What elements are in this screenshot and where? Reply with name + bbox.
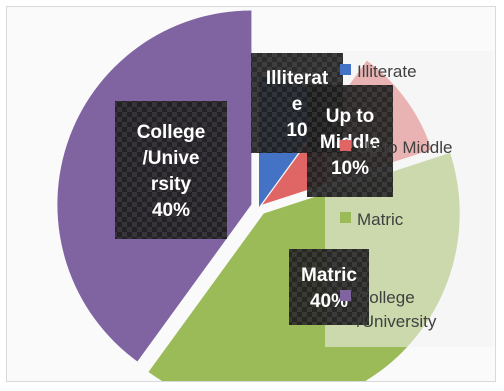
legend-label-college-university-line-1: College [357, 288, 415, 307]
data-label-matric-line-2: 40% [310, 291, 348, 312]
data-label-college-university-line-4: 40% [152, 200, 190, 221]
data-label-box-matric [289, 249, 369, 325]
data-label-up-to-middle-line-3: 10% [331, 158, 369, 179]
data-label-illiterate-line-3: 10 [286, 120, 307, 141]
data-label-college-university-line-1: College [137, 122, 206, 143]
data-label-college-university-line-3: rsity [151, 174, 192, 195]
legend-label-matric: Matric [357, 210, 404, 229]
legend-swatch-up-to-middle [340, 140, 351, 151]
data-label-college-university-line-2: /Unive [142, 148, 199, 169]
legend-label-college-university-line-2: /University [357, 312, 437, 331]
legend-swatch-illiterate [340, 64, 351, 75]
data-label-up-to-middle-line-1: Up to [326, 106, 375, 127]
data-label-matric-line-1: Matric [301, 265, 357, 286]
data-label-illiterate-line-1: Illiterat [266, 68, 329, 89]
legend-swatch-college-university [340, 290, 351, 301]
data-label-illiterate-line-2: e [292, 94, 303, 115]
legend-label-illiterate: Illiterate [357, 62, 417, 81]
data-label-box-college-university [115, 101, 227, 239]
legend-label-up-to-middle: Up to Middle [357, 138, 452, 157]
legend-swatch-matric [340, 212, 351, 223]
